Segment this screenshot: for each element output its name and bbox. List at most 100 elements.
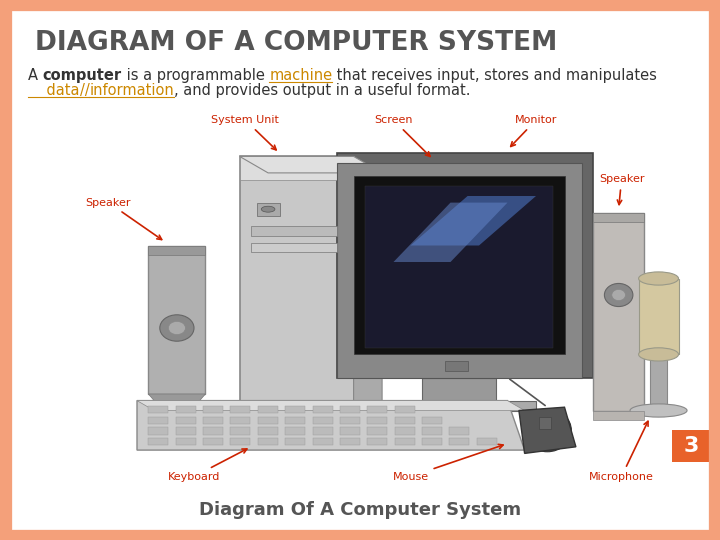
Polygon shape: [137, 401, 525, 450]
Bar: [148, 406, 168, 414]
Bar: [203, 406, 223, 414]
Text: is a programmable: is a programmable: [122, 68, 269, 83]
Bar: [258, 417, 278, 424]
Text: computer: computer: [42, 68, 122, 83]
Bar: [176, 406, 196, 414]
Text: 3: 3: [683, 436, 698, 456]
Bar: [176, 427, 196, 435]
Bar: [422, 438, 442, 445]
Polygon shape: [593, 410, 644, 421]
Bar: [230, 417, 251, 424]
Text: Diagram Of A Computer System: Diagram Of A Computer System: [199, 501, 521, 519]
Text: Microphone: Microphone: [589, 421, 654, 482]
Bar: [251, 243, 336, 252]
Bar: [285, 427, 305, 435]
Bar: [449, 438, 469, 445]
Text: Keyboard: Keyboard: [168, 449, 247, 482]
Text: Speaker: Speaker: [86, 198, 162, 240]
Bar: [477, 438, 497, 445]
Polygon shape: [365, 186, 553, 348]
Bar: [340, 427, 360, 435]
Ellipse shape: [168, 321, 186, 335]
Bar: [367, 438, 387, 445]
Bar: [395, 438, 415, 445]
Bar: [176, 438, 196, 445]
Text: A: A: [28, 68, 42, 83]
Bar: [340, 438, 360, 445]
Text: , and provides output in a useful format.: , and provides output in a useful format…: [174, 83, 470, 98]
Polygon shape: [240, 157, 354, 427]
Bar: [285, 438, 305, 445]
Polygon shape: [593, 213, 644, 410]
Ellipse shape: [523, 409, 572, 452]
Bar: [257, 202, 279, 216]
Bar: [148, 427, 168, 435]
Polygon shape: [137, 401, 525, 410]
Bar: [312, 427, 333, 435]
Text: Monitor: Monitor: [510, 115, 557, 146]
Bar: [203, 438, 223, 445]
Bar: [445, 361, 467, 371]
Polygon shape: [650, 354, 667, 410]
Polygon shape: [593, 213, 644, 222]
Text: //: //: [79, 83, 89, 98]
Bar: [395, 427, 415, 435]
Bar: [312, 406, 333, 414]
Bar: [340, 406, 360, 414]
Polygon shape: [240, 157, 382, 173]
Polygon shape: [354, 176, 564, 354]
Polygon shape: [410, 196, 536, 246]
Bar: [367, 406, 387, 414]
Polygon shape: [148, 394, 205, 401]
Bar: [258, 406, 278, 414]
Polygon shape: [394, 202, 508, 262]
Text: Mouse: Mouse: [392, 444, 503, 482]
Ellipse shape: [630, 404, 687, 417]
Text: information: information: [89, 83, 174, 98]
Bar: [148, 417, 168, 424]
FancyBboxPatch shape: [672, 430, 710, 462]
Bar: [258, 438, 278, 445]
Bar: [230, 438, 251, 445]
Bar: [285, 417, 305, 424]
Bar: [251, 226, 336, 235]
Polygon shape: [382, 401, 536, 410]
Bar: [203, 417, 223, 424]
Bar: [340, 417, 360, 424]
Polygon shape: [148, 246, 205, 394]
Bar: [312, 438, 333, 445]
Polygon shape: [519, 407, 576, 454]
Ellipse shape: [604, 284, 633, 307]
Bar: [367, 427, 387, 435]
Bar: [395, 417, 415, 424]
Ellipse shape: [639, 272, 678, 285]
Bar: [230, 406, 251, 414]
Polygon shape: [240, 157, 354, 179]
Bar: [367, 417, 387, 424]
Bar: [230, 427, 251, 435]
Polygon shape: [354, 157, 382, 437]
Ellipse shape: [261, 206, 275, 212]
Bar: [539, 417, 552, 429]
Text: data: data: [28, 83, 79, 98]
Ellipse shape: [612, 289, 626, 301]
Bar: [285, 406, 305, 414]
Bar: [422, 417, 442, 424]
Text: machine: machine: [269, 68, 333, 83]
Bar: [449, 427, 469, 435]
Bar: [422, 427, 442, 435]
Ellipse shape: [160, 315, 194, 341]
Polygon shape: [422, 377, 496, 401]
Text: System Unit: System Unit: [212, 115, 279, 150]
Bar: [148, 438, 168, 445]
Polygon shape: [336, 153, 593, 377]
Polygon shape: [639, 279, 678, 354]
Text: that receives input, stores and manipulates: that receives input, stores and manipula…: [333, 68, 657, 83]
Polygon shape: [148, 246, 205, 255]
Ellipse shape: [639, 348, 678, 361]
Bar: [258, 427, 278, 435]
Polygon shape: [336, 163, 582, 377]
Bar: [312, 417, 333, 424]
Bar: [395, 406, 415, 414]
Bar: [176, 417, 196, 424]
